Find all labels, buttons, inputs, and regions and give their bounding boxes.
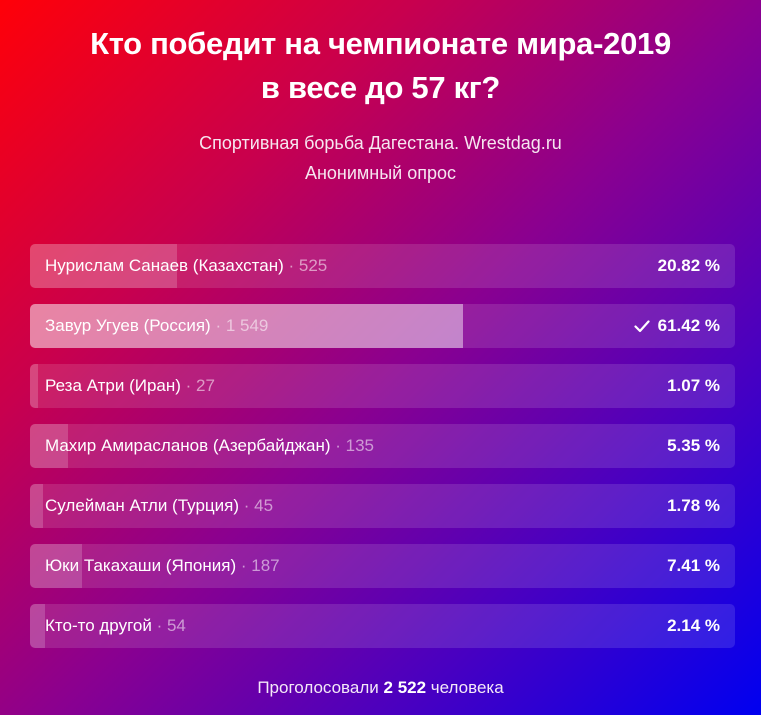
vote-count: · 525 (288, 256, 328, 275)
result-bar (30, 304, 463, 348)
checkmark-icon (634, 306, 650, 348)
option-percent: 20.82 % (657, 256, 720, 275)
poll-option[interactable]: Нурислам Санаев (Казахстан) · 525 20.82 … (30, 244, 735, 288)
poll-title-line-1: Кто победит на чемпионате мира-2019 (90, 26, 671, 61)
vote-count: · 54 (156, 616, 186, 635)
poll-subtitle: Спортивная борьба Дагестана. Wrestdag.ru… (0, 128, 761, 188)
total-votes-prefix: Проголосовали (257, 678, 379, 697)
total-votes-suffix: человека (430, 678, 504, 697)
vote-count: · 135 (335, 436, 374, 455)
option-percent: 61.42 % (657, 316, 720, 335)
result-bar (30, 604, 46, 648)
poll-option[interactable]: Махир Амирасланов (Азербайджан) · 135 5.… (30, 424, 735, 468)
poll-option[interactable]: Сулейман Атли (Турция) · 45 1.78 % (30, 484, 735, 528)
poll-title: Кто победит на чемпионате мира-2019 в ве… (0, 22, 761, 110)
poll-option[interactable]: Завур Угуев (Россия) · 1 549 61.42 % (30, 304, 735, 348)
option-label: Кто-то другой (45, 616, 152, 635)
option-percent: 7.41 % (667, 556, 720, 575)
vote-count: · 45 (243, 496, 274, 515)
option-label: Юки Такахаши (Япония) (45, 556, 237, 575)
option-percent: 1.07 % (667, 376, 720, 395)
option-label: Завур Угуев (Россия) (45, 316, 211, 335)
option-percent: 5.35 % (667, 436, 720, 455)
option-label: Нурислам Санаев (Казахстан) (45, 256, 284, 275)
result-bar (30, 244, 177, 288)
vote-count: · 1 549 (215, 316, 269, 335)
total-votes-count: 2 522 (383, 678, 427, 697)
vote-count: · 187 (240, 556, 280, 575)
result-bar (30, 364, 38, 408)
poll-option[interactable]: Кто-то другой · 54 2.14 % (30, 604, 735, 648)
poll-source: Спортивная борьба Дагестана. Wrestdag.ru (199, 133, 562, 153)
vote-count: · 27 (185, 376, 215, 395)
poll-option[interactable]: Юки Такахаши (Япония) · 187 7.41 % (30, 544, 735, 588)
result-bar (30, 544, 83, 588)
option-percent: 1.78 % (667, 496, 720, 515)
result-bar (30, 424, 68, 468)
total-votes: Проголосовали 2 522 человека (0, 678, 761, 698)
poll-type: Анонимный опрос (304, 163, 457, 183)
result-bar (30, 484, 43, 528)
poll-options: Нурислам Санаев (Казахстан) · 525 20.82 … (30, 244, 735, 664)
option-label: Реза Атри (Иран) (45, 376, 181, 395)
option-percent: 2.14 % (667, 616, 720, 635)
poll-option[interactable]: Реза Атри (Иран) · 27 1.07 % (30, 364, 735, 408)
poll-title-line-2: в весе до 57 кг? (260, 70, 501, 105)
option-label: Сулейман Атли (Турция) (45, 496, 239, 515)
option-label: Махир Амирасланов (Азербайджан) (45, 436, 331, 455)
